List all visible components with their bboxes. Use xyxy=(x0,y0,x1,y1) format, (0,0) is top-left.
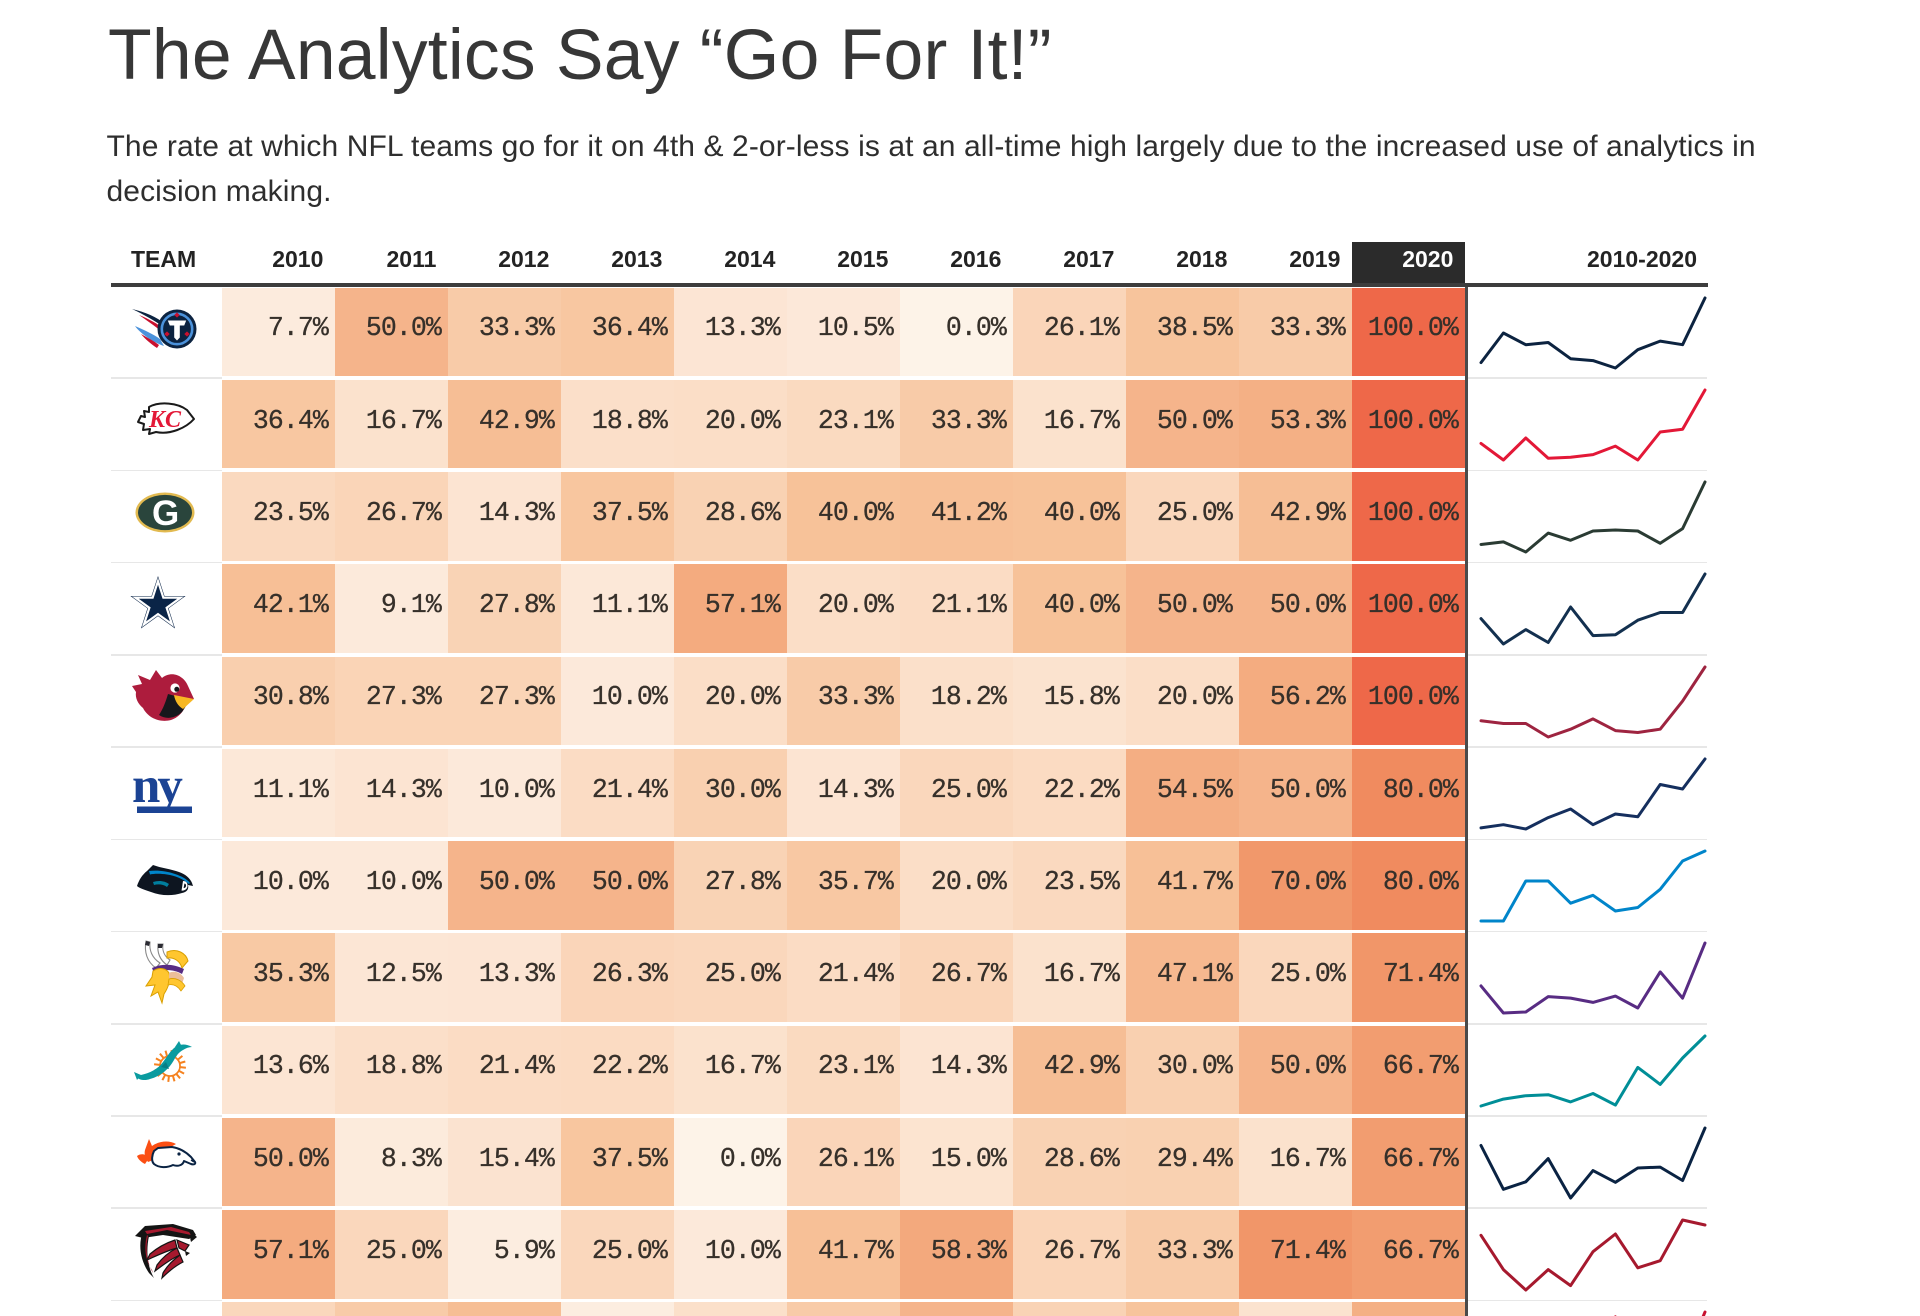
svg-text:KC: KC xyxy=(148,407,182,433)
svg-text:G: G xyxy=(152,494,179,533)
svg-text:ny: ny xyxy=(132,758,182,814)
